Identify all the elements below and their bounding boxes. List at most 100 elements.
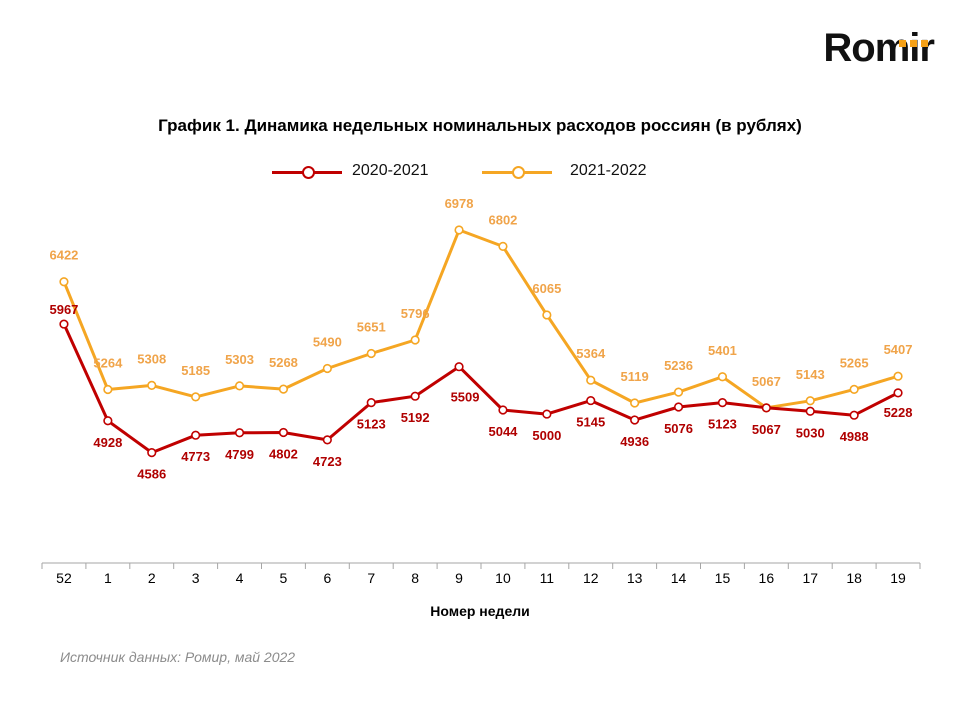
data-point-2020-2021 (893, 388, 903, 398)
data-label-2021-2022: 5303 (225, 352, 254, 367)
data-label-2020-2021: 4802 (269, 447, 298, 462)
data-label-2021-2022: 5407 (884, 342, 913, 357)
data-point-2020-2021 (761, 403, 771, 413)
data-label-2020-2021: 4928 (93, 435, 122, 450)
x-tick-label: 1 (104, 570, 112, 586)
data-label-2021-2022: 5185 (181, 363, 210, 378)
x-tick-label: 9 (455, 570, 463, 586)
data-point-2021-2022 (191, 392, 201, 402)
data-point-2020-2021 (586, 395, 596, 406)
x-tick-label: 7 (367, 570, 375, 586)
x-tick-label: 8 (411, 570, 419, 586)
data-label-2020-2021: 5192 (401, 410, 430, 425)
x-tick-label: 17 (802, 570, 818, 586)
logo-dot (921, 40, 928, 47)
logo-dot (899, 40, 906, 47)
data-label-2021-2022: 5119 (621, 369, 649, 384)
data-label-2020-2021: 4586 (137, 467, 166, 482)
data-point-2021-2022 (147, 380, 157, 391)
data-label-2021-2022: 5236 (664, 358, 693, 373)
data-point-2020-2021 (103, 416, 113, 426)
data-label-2021-2022: 5268 (269, 355, 298, 370)
data-label-2020-2021: 5228 (884, 405, 913, 420)
x-tick-label: 13 (627, 570, 643, 586)
chart-legend: 2020-2021 2021-2022 (0, 160, 960, 184)
series-line-2020-2021 (62, 323, 899, 455)
data-labels: 6422 5264 5308 5185 5303 5268 5490 5651 5796 6978… (49, 196, 912, 482)
x-tick-label: 19 (890, 570, 906, 586)
data-label-2020-2021: 5145 (576, 415, 605, 430)
x-tick-label: 12 (583, 570, 599, 586)
legend-label-2020-2021: 2020-2021 (352, 162, 429, 179)
x-tick-label: 14 (671, 570, 687, 586)
data-label-2020-2021: 4799 (225, 447, 254, 462)
x-tick-label: 2 (148, 570, 156, 586)
x-tick-label: 6 (323, 570, 331, 586)
x-tick-label: 4 (236, 570, 244, 586)
data-point-2020-2021 (410, 391, 420, 401)
x-tick-label: 5 (280, 570, 288, 586)
data-label-2020-2021: 5000 (532, 428, 561, 443)
data-label-2021-2022: 6065 (532, 281, 561, 296)
data-point-2021-2022 (454, 225, 464, 235)
data-label-2021-2022: 6422 (49, 248, 78, 263)
data-label-2021-2022: 5796 (401, 306, 430, 321)
data-point-2020-2021 (717, 398, 728, 408)
data-point-2021-2022 (542, 310, 552, 320)
data-label-2021-2022: 5067 (752, 374, 781, 389)
series-line-2021-2022 (62, 228, 899, 410)
data-point-2020-2021 (322, 435, 332, 445)
data-point-2021-2022 (849, 384, 859, 395)
data-label-2021-2022: 5265 (840, 355, 869, 370)
data-label-2020-2021: 4988 (840, 429, 869, 444)
data-point-2020-2021 (630, 415, 640, 425)
data-label-2021-2022: 5143 (796, 367, 825, 382)
data-point-2021-2022 (673, 387, 684, 397)
legend-marker-2021-2022 (512, 166, 525, 179)
data-point-2021-2022 (717, 372, 728, 382)
legend-marker-2020-2021 (302, 166, 315, 179)
x-tick-label: 18 (846, 570, 862, 586)
data-point-2020-2021 (542, 409, 552, 419)
data-label-2020-2021: 4773 (181, 449, 210, 464)
x-tick-label: 16 (759, 570, 775, 586)
data-label-2021-2022: 5264 (93, 356, 123, 371)
data-label-2020-2021: 5067 (752, 422, 781, 437)
data-point-2021-2022 (103, 384, 113, 395)
data-point-2021-2022 (586, 375, 596, 385)
data-label-2020-2021: 5044 (488, 424, 518, 439)
data-label-2020-2021: 5967 (49, 302, 78, 317)
x-axis: 52 1 2 3 4 5 6 7 8 9 10 11 12 13 14 15 16 17 18 19 (41, 562, 921, 586)
data-point-2020-2021 (59, 319, 69, 329)
logo-dot (910, 40, 917, 47)
data-point-2021-2022 (805, 396, 815, 406)
data-label-2021-2022: 6802 (488, 212, 517, 227)
x-tick-label: 10 (495, 570, 511, 586)
data-point-2020-2021 (498, 405, 508, 415)
data-point-2020-2021 (454, 362, 464, 372)
data-label-2021-2022: 5651 (357, 319, 386, 334)
legend-label-2021-2022: 2021-2022 (570, 162, 647, 179)
chart-title: График 1. Динамика недельных номинальных… (158, 116, 802, 135)
data-point-2020-2021 (805, 406, 815, 416)
x-tick-label: 52 (56, 570, 72, 586)
data-point-2020-2021 (234, 428, 245, 438)
data-point-2021-2022 (234, 381, 245, 391)
data-point-2021-2022 (366, 348, 376, 359)
data-point-2021-2022 (893, 371, 903, 381)
data-point-2020-2021 (366, 398, 376, 408)
logo-dots (899, 40, 928, 47)
source-note: Источник данных: Ромир, май 2022 (60, 649, 296, 665)
data-point-2021-2022 (322, 363, 332, 374)
data-label-2020-2021: 5123 (708, 417, 737, 432)
data-label-2020-2021: 4723 (313, 454, 342, 469)
x-axis-label: Номер недели (430, 603, 530, 619)
data-label-2021-2022: 5308 (137, 351, 166, 366)
series-layer (59, 225, 903, 458)
data-label-2021-2022: 5364 (576, 346, 606, 361)
data-point-2021-2022 (410, 335, 420, 345)
romir-logo: Romir (794, 28, 935, 68)
data-point-2021-2022 (59, 277, 69, 287)
data-point-2020-2021 (673, 402, 684, 412)
